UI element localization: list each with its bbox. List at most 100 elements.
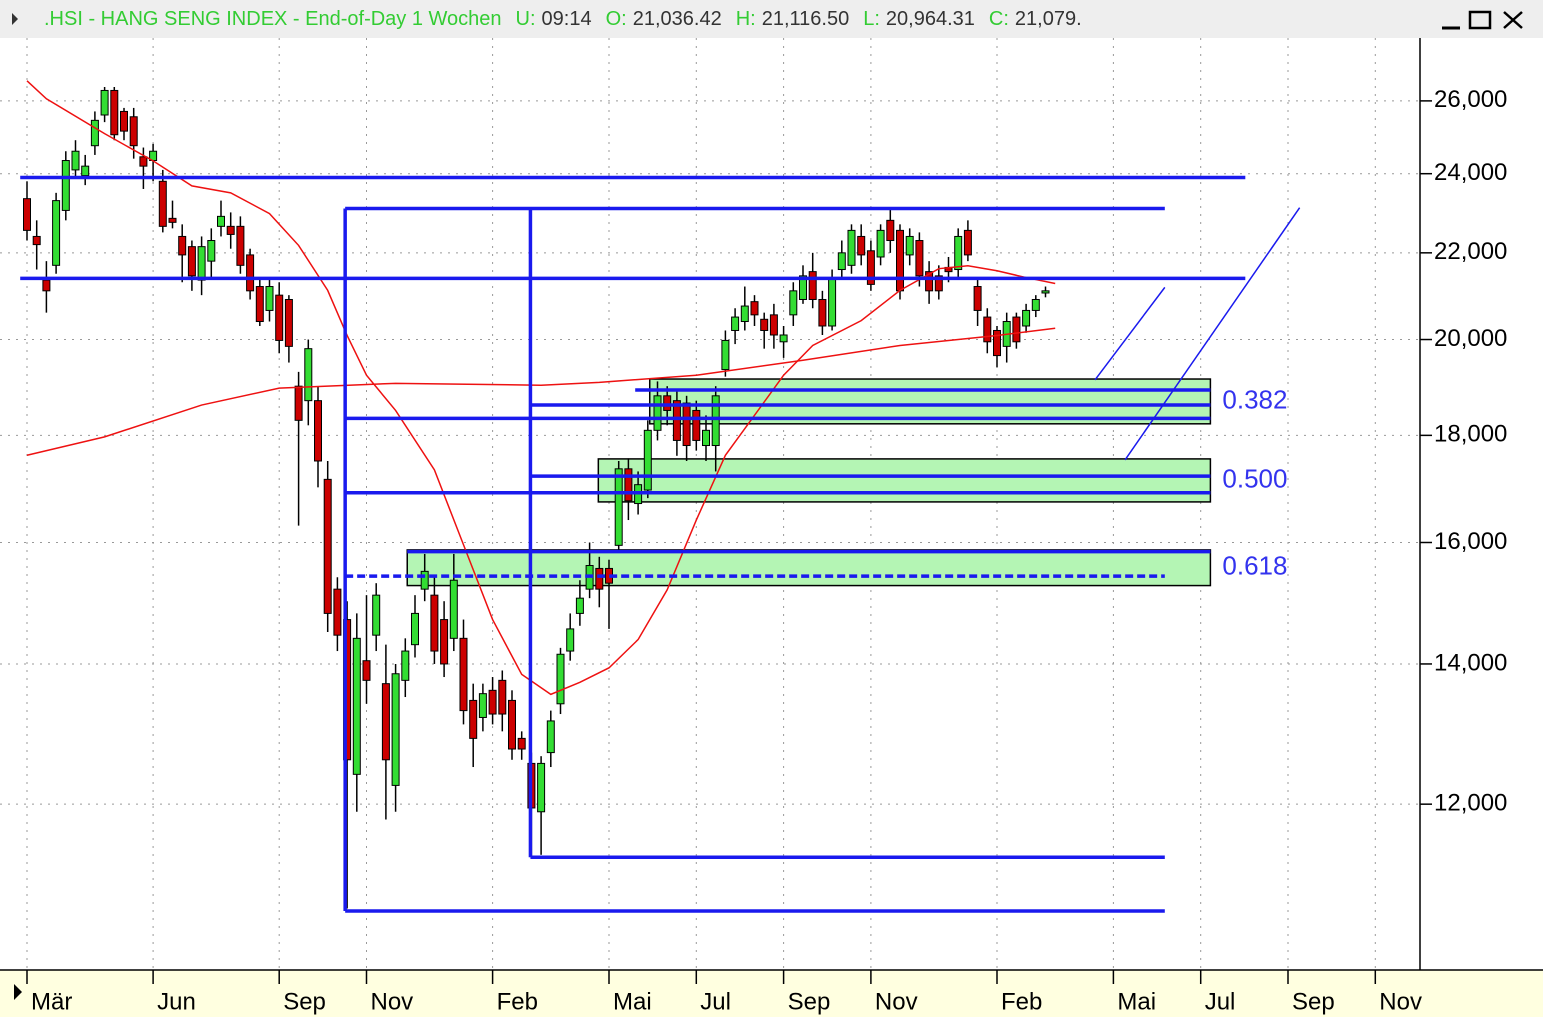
candle-body xyxy=(449,579,458,639)
candle-body xyxy=(779,334,788,343)
candle-body xyxy=(818,298,827,327)
candle-body xyxy=(508,699,516,750)
x-tick-label: Mär xyxy=(31,988,72,1015)
candle-body xyxy=(546,720,555,754)
candle-body xyxy=(32,235,41,246)
candle-body xyxy=(769,314,778,336)
quote-label: L: xyxy=(863,8,880,30)
candle-body xyxy=(1041,290,1050,294)
candle-body xyxy=(236,225,245,266)
candle-body xyxy=(760,318,769,331)
candle-body xyxy=(682,402,691,447)
y-tick-label: 22,000 xyxy=(1434,238,1507,265)
fib-zone xyxy=(406,549,1212,587)
x-tick-label: Jul xyxy=(700,988,731,1015)
candle-body xyxy=(740,305,749,323)
candle-body xyxy=(352,637,361,775)
candle-body xyxy=(42,279,51,292)
candle-body xyxy=(411,612,419,646)
moving-average xyxy=(26,327,1056,457)
candle-body xyxy=(401,650,410,681)
x-tick-label: Nov xyxy=(1379,988,1422,1015)
maximize-button[interactable] xyxy=(1468,10,1492,30)
x-tick-label: Feb xyxy=(497,988,538,1015)
candle-body xyxy=(711,395,720,447)
candle-body xyxy=(653,395,662,431)
candle-body xyxy=(197,246,206,281)
quote-value: 21,079. xyxy=(1015,8,1082,30)
candle-body xyxy=(643,429,652,491)
candle-body xyxy=(226,225,235,235)
quote-label: U: xyxy=(516,8,536,30)
candle-body xyxy=(595,567,604,590)
candle-body xyxy=(255,286,264,323)
candle-body xyxy=(430,594,439,652)
x-axis-area xyxy=(0,970,1543,1017)
candle-body xyxy=(1012,316,1021,343)
candle-body xyxy=(750,301,759,316)
candle-body xyxy=(925,271,934,292)
candle-body xyxy=(23,198,31,231)
candle-body xyxy=(265,286,274,311)
y-tick-label: 24,000 xyxy=(1434,159,1507,186)
fib-label: 0.618 xyxy=(1222,551,1287,581)
fib-zone xyxy=(648,378,1212,425)
candle-body xyxy=(983,316,992,343)
close-button[interactable] xyxy=(1503,11,1523,29)
candle-body xyxy=(799,275,807,300)
candle-body xyxy=(789,290,798,316)
candle-body xyxy=(207,240,216,262)
candle-body xyxy=(1022,309,1031,327)
y-tick-label: 18,000 xyxy=(1434,421,1507,448)
menu-arrow[interactable] xyxy=(12,13,18,25)
candle-body xyxy=(469,699,478,739)
candle-body xyxy=(837,252,846,271)
candle-body xyxy=(614,468,623,546)
candle-body xyxy=(304,348,313,402)
candle-body xyxy=(672,400,681,441)
candle-body xyxy=(488,689,497,715)
candle-body xyxy=(129,116,138,147)
candle-body xyxy=(391,673,400,786)
x-tick-label: Nov xyxy=(875,988,918,1015)
scroll-arrow[interactable] xyxy=(14,984,22,1000)
candle-body xyxy=(284,298,293,347)
candle-body xyxy=(275,294,284,341)
candle-body xyxy=(876,229,885,258)
candle-body xyxy=(808,271,817,300)
candle-body xyxy=(963,229,972,256)
candle-body xyxy=(381,683,390,761)
fib-zone xyxy=(597,458,1212,503)
candle-body xyxy=(90,119,99,147)
candle-body xyxy=(886,219,895,242)
candle-body xyxy=(71,150,80,171)
candle-body xyxy=(314,400,322,462)
window-buttons[interactable] xyxy=(1438,10,1523,32)
quote-value: 09:14 xyxy=(542,8,592,30)
candle-body xyxy=(440,619,449,665)
fib-label: 0.500 xyxy=(1222,463,1287,493)
candle-body xyxy=(857,235,866,256)
x-tick-label: Sep xyxy=(1292,988,1335,1015)
candle-body xyxy=(847,229,856,266)
quote-label: H: xyxy=(736,8,756,30)
candle-body xyxy=(721,339,730,371)
candle-body xyxy=(187,246,196,277)
title-bar xyxy=(0,0,1543,38)
candle-body xyxy=(702,429,710,447)
candle-body xyxy=(954,235,963,271)
candle-body xyxy=(663,395,672,411)
x-tick-label: Sep xyxy=(788,988,831,1015)
x-tick-label: Feb xyxy=(1001,988,1042,1015)
candle-body xyxy=(52,200,61,266)
candle-body xyxy=(934,275,943,292)
y-tick-label: 20,000 xyxy=(1434,325,1507,352)
y-tick-label: 16,000 xyxy=(1434,528,1507,555)
candle-body xyxy=(896,229,904,292)
candle-body xyxy=(575,597,584,614)
candle-body xyxy=(81,165,90,177)
trend-line xyxy=(1124,207,1301,461)
trend-line xyxy=(1094,286,1166,381)
candle-body xyxy=(372,594,381,636)
